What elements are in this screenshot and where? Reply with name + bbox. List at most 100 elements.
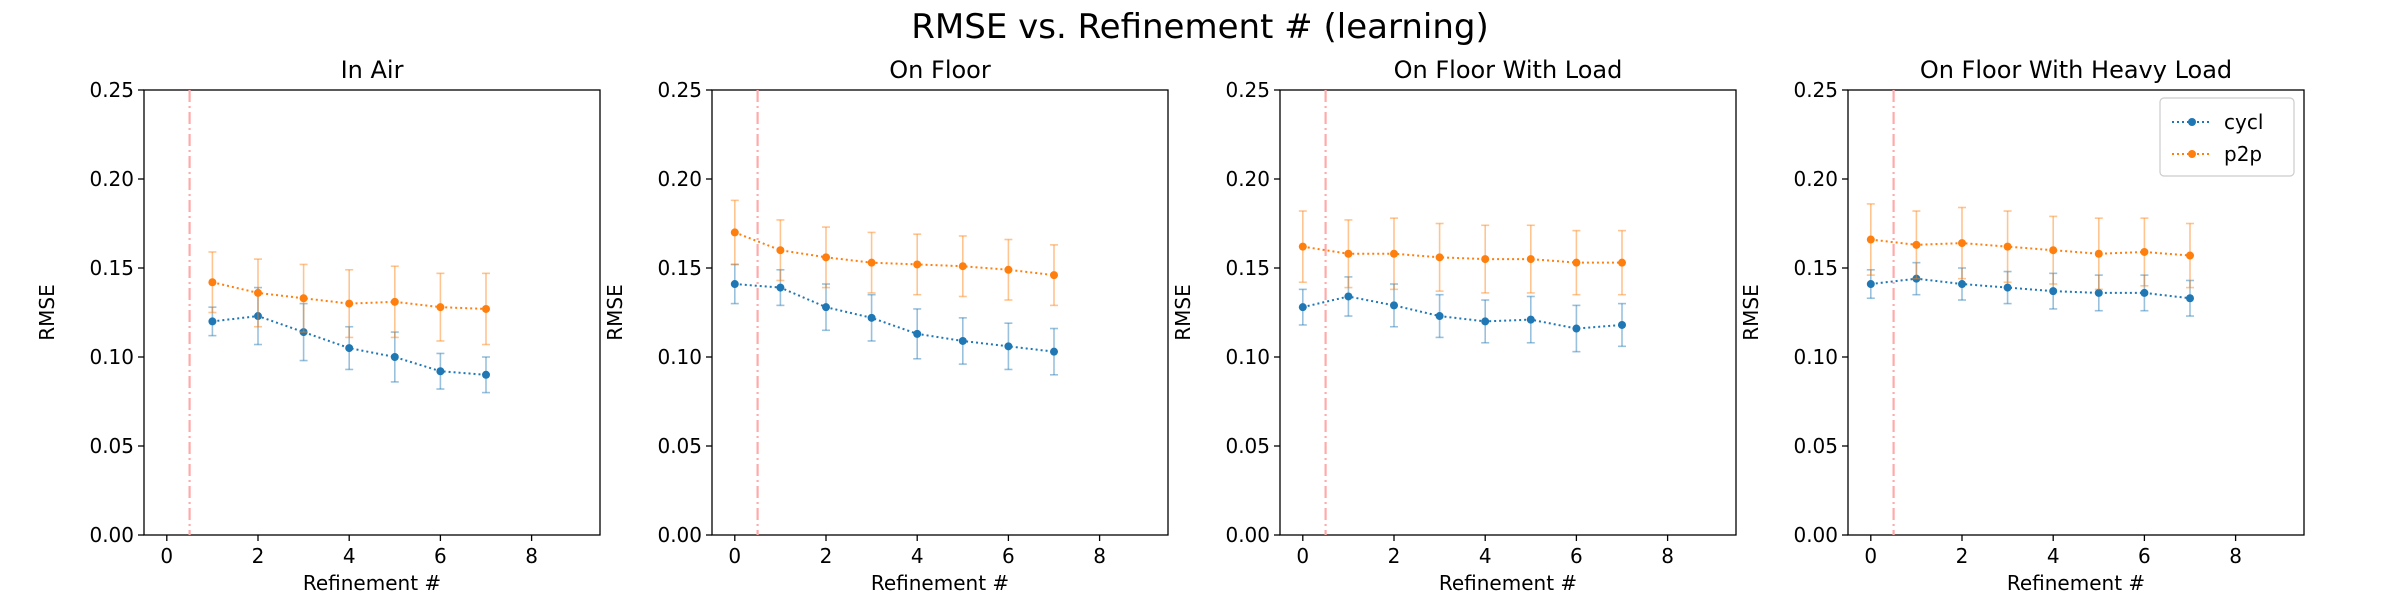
y-tick-label: 0.15	[1225, 256, 1270, 280]
data-point	[776, 246, 785, 255]
series-line	[734, 231, 1055, 277]
data-point	[1572, 324, 1581, 333]
data-point	[867, 313, 876, 322]
panel-title: On Floor With Heavy Load	[1920, 56, 2232, 84]
chart-panel-2: On Floor 0 2 4 6 8 0.00 0.05 0.10 0.15 0.20 0.25 Ref…	[603, 56, 1169, 595]
data-point	[2094, 249, 2103, 258]
data-point	[913, 260, 922, 269]
y-tick-label: 0.05	[1793, 434, 1838, 458]
y-axis-label: RMSE	[603, 284, 627, 340]
y-tick-label: 0.05	[657, 434, 702, 458]
series-p2p	[1298, 210, 1626, 296]
data-point	[390, 353, 399, 361]
x-axis-label: Refinement #	[871, 571, 1009, 595]
data-point	[254, 312, 262, 321]
chart-panel-4: On Floor With Heavy Load 0 2 4 6 8 0.00 0.05 0.1…	[1739, 56, 2305, 595]
data-point	[1344, 249, 1353, 258]
data-point	[1958, 280, 1966, 289]
x-axis-label: Refinement #	[2007, 571, 2145, 595]
data-point	[958, 336, 967, 345]
data-point	[436, 367, 445, 376]
series-cycl	[1866, 261, 2194, 317]
data-point	[1050, 271, 1058, 280]
y-tick-label: 0.25	[89, 78, 134, 102]
x-tick-label: 0	[1296, 544, 1309, 568]
chart-panel-3: On Floor With Load 0 2 4 6 8 0.00 0.05 0.10 0.15 0…	[1171, 56, 1737, 595]
x-tick-label: 0	[1864, 544, 1877, 568]
y-tick-label: 0.10	[1793, 345, 1838, 369]
panels: In Air 0 2 4 6 8 0.00 0.05 0.10 0.15 0.20 0.25 Refin…	[35, 56, 2305, 595]
axes-frame	[711, 89, 1169, 536]
x-tick-label: 2	[252, 544, 265, 568]
axes-frame	[1847, 89, 2305, 536]
data-point	[299, 328, 308, 337]
data-point	[1050, 347, 1058, 356]
series-line	[1870, 238, 2191, 257]
y-tick-label: 0.15	[657, 256, 702, 280]
data-point	[822, 303, 830, 312]
panel-title: On Floor With Load	[1394, 56, 1623, 84]
data-point	[1481, 317, 1490, 326]
figure-title: RMSE vs. Refinement # (learning)	[911, 7, 1488, 47]
x-tick-label: 4	[1479, 544, 1492, 568]
data-point	[2049, 246, 2058, 255]
y-tick-label: 0.00	[1225, 523, 1270, 547]
data-point	[2003, 283, 2012, 292]
data-point	[208, 317, 217, 326]
x-axis-label: Refinement #	[1439, 571, 1577, 595]
data-point	[345, 299, 354, 308]
data-point	[254, 288, 262, 297]
series-line	[1302, 295, 1623, 330]
x-tick-label: 4	[911, 544, 924, 568]
data-point	[482, 370, 490, 379]
legend-swatch-marker	[2188, 150, 2196, 158]
y-tick-label: 0.15	[1793, 256, 1838, 280]
x-tick-label: 6	[1002, 544, 1015, 568]
data-point	[436, 303, 445, 312]
series-line	[1302, 245, 1622, 264]
series-p2p	[208, 251, 490, 346]
data-point	[2049, 287, 2058, 296]
x-axis-label: Refinement #	[303, 571, 441, 595]
data-point	[299, 294, 308, 303]
data-point	[1390, 249, 1398, 258]
data-point	[1866, 280, 1875, 289]
data-point	[208, 278, 217, 287]
data-point	[1481, 255, 1490, 264]
y-axis-label: RMSE	[35, 284, 59, 340]
y-tick-label: 0.00	[89, 523, 134, 547]
data-point	[730, 228, 739, 237]
data-point	[1572, 258, 1581, 267]
x-tick-label: 6	[2138, 544, 2151, 568]
x-tick-label: 4	[343, 544, 356, 568]
data-point	[2186, 294, 2194, 303]
data-point	[730, 280, 739, 289]
series-line	[1870, 277, 2191, 300]
y-tick-label: 0.25	[1793, 78, 1838, 102]
series-p2p	[1866, 203, 2194, 291]
x-tick-label: 8	[1661, 544, 1674, 568]
data-point	[1435, 253, 1444, 262]
data-point	[913, 329, 922, 338]
x-tick-label: 6	[1570, 544, 1583, 568]
series-line	[734, 283, 1055, 353]
data-point	[1912, 274, 1921, 283]
legend-label: cycl	[2224, 110, 2263, 134]
data-point	[1390, 301, 1398, 310]
data-point	[2003, 242, 2012, 251]
y-tick-label: 0.20	[657, 167, 702, 191]
y-tick-label: 0.05	[89, 434, 134, 458]
data-point	[1958, 239, 1966, 248]
legend-label: p2p	[2224, 142, 2262, 166]
y-tick-label: 0.15	[89, 256, 134, 280]
axes-frame	[1279, 89, 1737, 536]
series-cycl	[730, 263, 1058, 376]
data-point	[1526, 315, 1535, 324]
data-point	[1004, 265, 1013, 274]
y-tick-label: 0.10	[1225, 345, 1270, 369]
y-tick-label: 0.00	[1793, 523, 1838, 547]
y-tick-label: 0.05	[1225, 434, 1270, 458]
x-tick-label: 2	[1956, 544, 1969, 568]
data-point	[2140, 288, 2149, 297]
